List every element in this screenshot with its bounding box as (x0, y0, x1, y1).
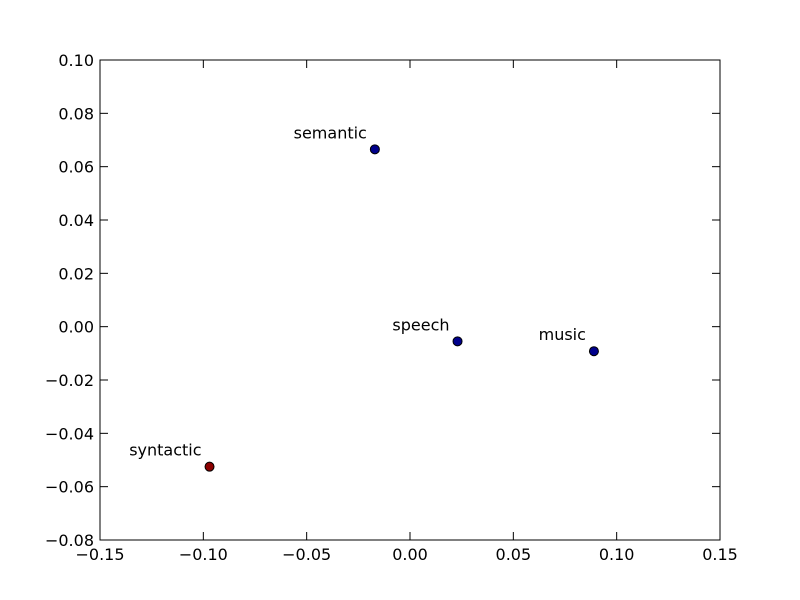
data-point-labels: semantic speech music syntactic (129, 123, 586, 459)
point-semantic (369, 144, 380, 155)
x-tick-label: −0.10 (179, 545, 228, 564)
x-tick-label: 0.00 (392, 545, 428, 564)
plot-frame (99, 59, 721, 541)
y-tick-label: −0.02 (45, 371, 94, 390)
y-tick-label: 0.02 (58, 264, 94, 283)
point-music (588, 346, 599, 357)
point-speech (452, 336, 463, 347)
point-label-semantic: semantic (294, 123, 367, 142)
x-tick-label: 0.15 (702, 545, 738, 564)
y-tick-label: 0.10 (58, 51, 94, 70)
x-tick-label: −0.05 (282, 545, 331, 564)
y-axis-tick-labels: −0.08 −0.06 −0.04 −0.02 0.00 0.02 0.04 0.06 0.08… (45, 51, 94, 550)
x-tick-label: 0.10 (599, 545, 635, 564)
y-axis-ticks (100, 59, 720, 541)
data-points (204, 144, 599, 472)
y-tick-label: 0.08 (58, 104, 94, 123)
point-label-syntactic: syntactic (129, 441, 201, 460)
x-axis-tick-labels: −0.15 −0.10 −0.05 0.00 0.05 0.10 0.15 (75, 545, 737, 564)
y-tick-label: −0.04 (45, 424, 94, 443)
x-tick-label: −0.15 (75, 545, 124, 564)
y-tick-label: −0.06 (45, 478, 94, 497)
point-syntactic (204, 461, 215, 472)
y-tick-label: 0.06 (58, 158, 94, 177)
point-label-music: music (539, 325, 586, 344)
x-axis-ticks (99, 60, 721, 540)
y-tick-label: 0.04 (58, 211, 94, 230)
x-tick-label: 0.05 (496, 545, 532, 564)
point-label-speech: speech (392, 315, 449, 334)
y-tick-label: −0.08 (45, 531, 94, 550)
y-tick-label: 0.00 (58, 318, 94, 337)
